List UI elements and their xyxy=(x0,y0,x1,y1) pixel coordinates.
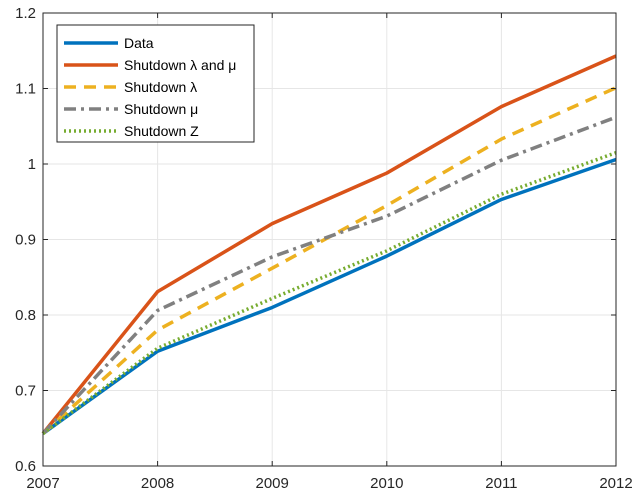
series-line-3 xyxy=(41,115,617,435)
x-tick-label: 2007 xyxy=(26,475,59,492)
legend-label: Shutdown μ xyxy=(124,101,198,117)
x-tick-label: 2008 xyxy=(141,475,174,492)
y-tick-label: 0.7 xyxy=(15,383,36,400)
y-tick-label: 0.8 xyxy=(15,307,36,324)
legend-label: Shutdown λ xyxy=(124,79,197,95)
x-tick-label: 2011 xyxy=(485,475,517,492)
legend: Data Shutdown λ and μ Shutdown λ Shutdown μ… xyxy=(56,24,255,143)
series-line-4 xyxy=(41,151,617,435)
plot-series xyxy=(41,54,617,435)
y-tick-label: 1.2 xyxy=(15,5,36,22)
x-tick-label: 2010 xyxy=(370,475,403,492)
legend-label: Shutdown λ and μ xyxy=(124,57,236,73)
series-line-0 xyxy=(41,157,617,435)
axis-ticks: 2007 2008 2009 2010 2011 2012 0.6 0.7 0.8 0.9 1 1.1… xyxy=(15,5,633,492)
y-tick-label: 1.1 xyxy=(15,81,36,98)
x-tick-label: 2009 xyxy=(256,475,289,492)
series-line-1 xyxy=(41,54,617,435)
x-tick-label: 2012 xyxy=(599,475,632,492)
y-tick-label: 1 xyxy=(28,156,36,173)
legend-label: Data xyxy=(124,35,154,51)
y-tick-label: 0.9 xyxy=(15,232,36,249)
y-tick-label: 0.6 xyxy=(15,458,36,475)
legend-label: Shutdown Z xyxy=(124,123,199,139)
